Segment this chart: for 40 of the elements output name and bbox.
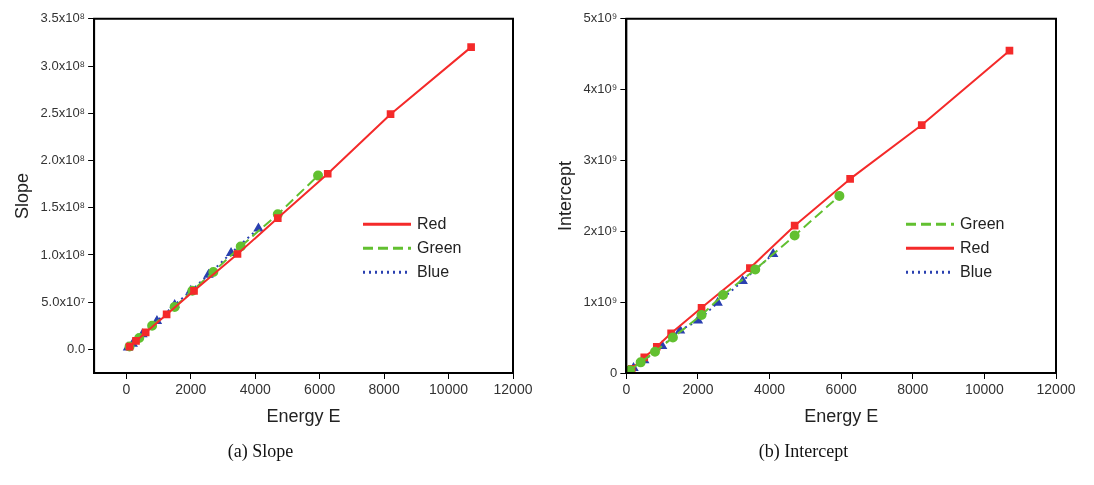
y-tick-label: 1x10⁹ (583, 293, 618, 309)
y-tick-label: 2.5x10⁸ (40, 104, 86, 120)
x-tick-label: 10000 (964, 381, 1005, 398)
y-axis-title: Slope (11, 172, 32, 219)
x-tick-label: 6000 (825, 381, 857, 398)
legend-label: Green (417, 238, 462, 256)
x-axis-title: Energy E (266, 405, 341, 426)
x-tick-label: 0 (622, 381, 631, 398)
y-tick-label: 1.0x10⁸ (40, 246, 86, 262)
y-tick-label: 1.5x10⁸ (40, 199, 86, 215)
y-tick-label: 4x10⁹ (583, 81, 618, 97)
x-tick-label: 6000 (304, 381, 336, 398)
y-tick-label: 2x10⁹ (583, 222, 618, 238)
legend-label: Red (960, 238, 990, 256)
x-tick-label: 2000 (175, 381, 207, 398)
legend-label: Green (960, 214, 1005, 232)
x-tick-label: 4000 (753, 381, 786, 398)
x-tick-label: 4000 (239, 381, 272, 398)
y-tick-label: 0.0 (67, 340, 86, 356)
y-tick-label: 3.5x10⁸ (40, 10, 86, 26)
x-tick-label: 2000 (682, 381, 714, 398)
y-axis-title: Intercept (554, 160, 575, 231)
legend-label: Blue (417, 262, 450, 280)
y-tick-label: 3.0x10⁸ (40, 57, 86, 73)
x-tick-label: 0 (122, 381, 131, 398)
y-tick-label: 2.0x10⁸ (40, 152, 86, 168)
x-tick-label: 8000 (897, 381, 929, 398)
x-tick-label: 10000 (429, 381, 469, 398)
text: (a) Slope (227, 440, 294, 462)
legend-label: Blue (960, 262, 993, 280)
y-tick-label: 3x10⁹ (583, 152, 618, 168)
y-tick-label: 5.0x10⁷ (41, 293, 86, 309)
y-tick-label: 5x10⁹ (583, 10, 618, 26)
legend-label: Red (417, 214, 447, 232)
y-tick-label: 0 (610, 364, 618, 380)
x-tick-label: 8000 (368, 381, 400, 398)
text: (b) Intercept (758, 440, 849, 462)
x-axis-title: Energy E (804, 405, 879, 426)
x-tick-label: 12000 (493, 381, 533, 398)
x-tick-label: 12000 (1036, 381, 1076, 398)
